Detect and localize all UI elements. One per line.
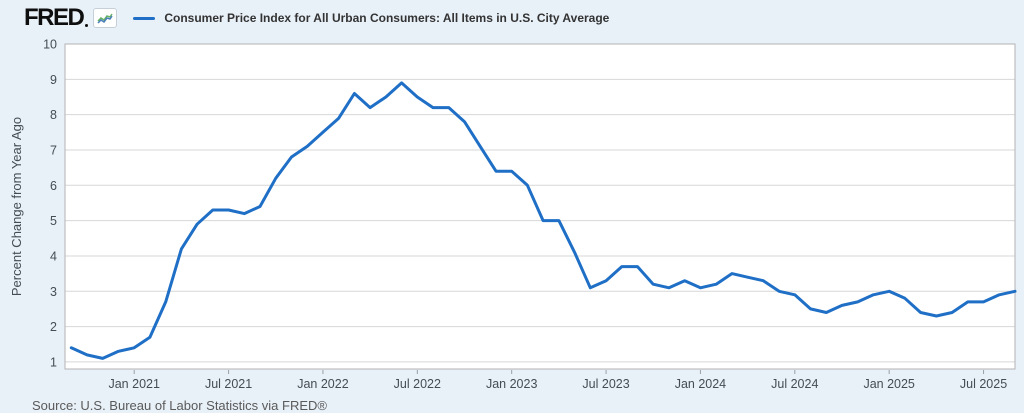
x-tick-label: Jul 2025 <box>960 377 1007 391</box>
fred-logo-text: FRED <box>24 4 85 31</box>
icon-green-line <box>97 13 113 22</box>
y-tick-label: 9 <box>50 73 57 87</box>
plot-area[interactable] <box>65 44 1015 369</box>
y-tick-label: 2 <box>50 320 57 334</box>
x-tick-label: Jul 2021 <box>205 377 252 391</box>
x-tick-label: Jul 2022 <box>394 377 441 391</box>
y-tick-label: 10 <box>43 38 57 52</box>
x-tick-label: Jan 2022 <box>297 377 348 391</box>
legend-series-label[interactable]: Consumer Price Index for All Urban Consu… <box>164 11 610 25</box>
y-tick-label: 7 <box>50 143 57 157</box>
y-tick-label: 6 <box>50 179 57 193</box>
fred-logo-registered-dot <box>85 24 89 27</box>
cpi-series-line[interactable] <box>69 81 1017 360</box>
source-note: Source: U.S. Bureau of Labor Statistics … <box>32 398 327 413</box>
x-tick-label: Jul 2024 <box>771 377 818 391</box>
y-tick-label: 1 <box>50 355 57 369</box>
y-tick-label: 3 <box>50 285 57 299</box>
x-tick-label: Jan 2023 <box>486 377 537 391</box>
legend-line-swatch <box>133 16 156 20</box>
chart-legend: Consumer Price Index for All Urban Consu… <box>133 11 609 25</box>
x-tick-label: Jul 2023 <box>582 377 629 391</box>
y-tick-label: 5 <box>50 214 57 228</box>
x-tick-label: Jan 2025 <box>863 377 914 391</box>
y-axis-title: Percent Change from Year Ago <box>9 117 24 296</box>
y-tick-label: 4 <box>50 249 57 263</box>
plot-border <box>64 43 1016 370</box>
icon-blue-line <box>97 15 113 24</box>
chart-header: FRED Consumer Price Index for All Urban … <box>24 5 609 31</box>
sparkline-chart-icon <box>93 8 118 28</box>
y-tick-label: 8 <box>50 108 57 122</box>
x-tick-label: Jan 2024 <box>675 377 726 391</box>
x-tick-label: Jan 2021 <box>108 377 159 391</box>
fred-logo[interactable]: FRED <box>24 4 89 31</box>
